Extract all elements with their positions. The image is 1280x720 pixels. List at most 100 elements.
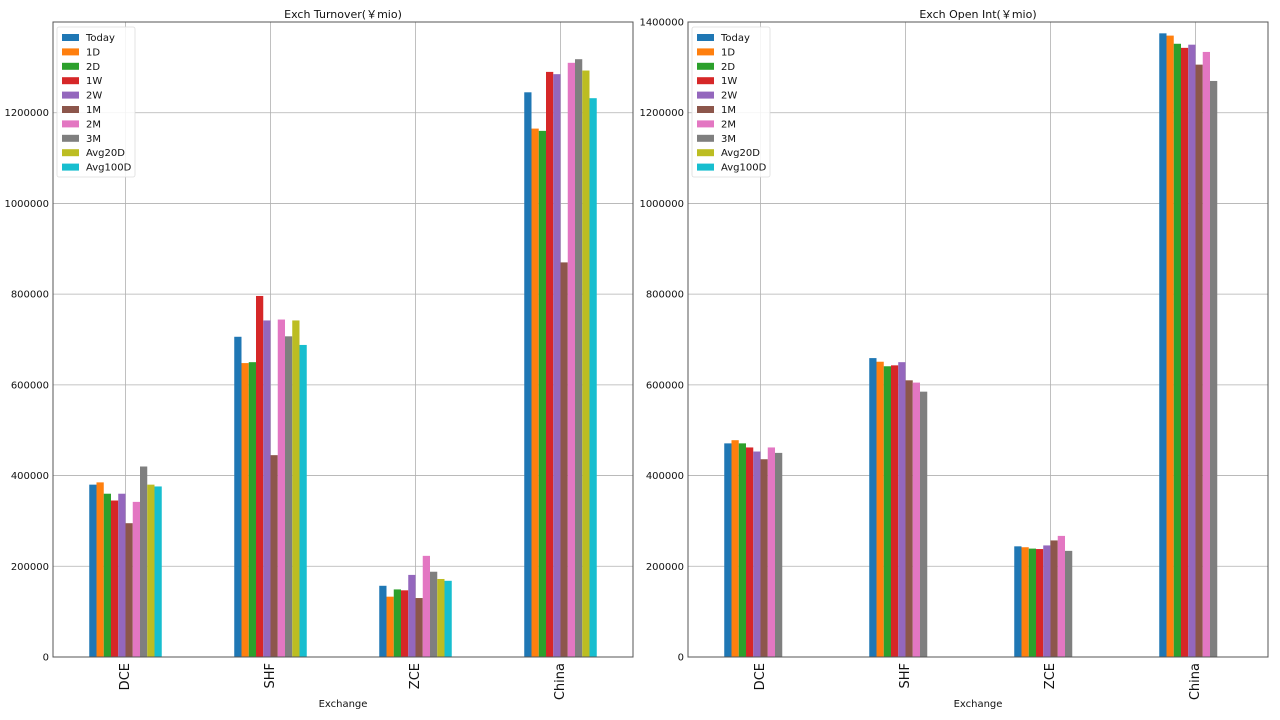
bar-2d-shf [248,362,256,657]
legend-swatch [697,34,714,41]
y-tick-label: 800000 [646,290,684,301]
chart-panel-1: 0 200000 400000 600000 800000 1000000 1200000 D… [4,8,634,710]
bar-2d-dce [103,493,111,657]
bar-3m-zce [1065,550,1073,657]
bar-1m-dce [760,459,768,657]
bar-3m-dce [775,452,783,657]
bar-3m-china [1210,80,1218,657]
bar-2d-china [1173,43,1181,658]
legend-label: 3M [721,134,736,145]
plot-frame [687,21,1269,658]
bar-2w-zce [1043,545,1051,657]
y-tick-label: 600000 [11,380,49,391]
bar-1w-china [546,71,554,657]
bar-today-zce [1014,546,1022,657]
legend-swatch [697,134,714,142]
legend-label: Avg100D [86,163,132,174]
bar-1w-shf [256,295,264,657]
y-tick-label: 600000 [646,380,684,391]
chart-panel-2: 0 200000 400000 600000 800000 1000000 1200000 1… [639,8,1269,710]
bar-today-dce [89,484,97,657]
x-tick-label: China [1188,663,1203,700]
legend-swatch [697,91,714,99]
legend-swatch [62,77,79,85]
bar-1w-zce [1036,549,1044,657]
y-tick-label: 1400000 [639,18,684,29]
legend-swatch [697,48,714,56]
bar-2m-china [1202,51,1210,657]
bar-2d-china [538,130,546,657]
legend-swatch [697,120,714,128]
bar-1w-china [1181,47,1189,657]
bar-1d-dce [96,482,104,657]
bar-2w-china [553,74,561,658]
bar-2m-dce [132,501,140,657]
legend-label: 1W [721,76,737,87]
bar-3m-zce [430,571,438,657]
bar-2w-shf [263,320,271,657]
legend-swatch [62,91,79,99]
bar-avg20d-zce [437,578,445,657]
bar-2d-zce [1028,548,1036,657]
bar-1m-china [1195,64,1203,657]
legend-swatch [697,77,714,85]
bar-1d-shf [876,361,884,657]
bar-1w-dce [111,500,119,657]
y-tick-label: 0 [43,653,49,664]
y-tick-label: 800000 [11,290,49,301]
bar-today-china [524,92,532,657]
y-tick-label: 0 [678,653,684,664]
legend-swatch [697,62,714,70]
legend-label: Avg20D [86,148,125,159]
legend-label: 2W [86,91,102,102]
legend-label: 1D [86,47,100,58]
legend-label: Avg20D [721,148,760,159]
legend-label: 1W [86,76,102,87]
bar-1m-shf [905,380,913,657]
bar-3m-china [575,59,583,657]
bar-1d-zce [1021,547,1029,657]
bar-2m-shf [277,319,285,657]
legend-swatch [697,106,714,113]
bar-avg100d-dce [154,486,162,657]
bar-2w-dce [118,493,126,657]
bar-avg100d-zce [444,580,452,657]
legend-swatch [62,149,79,157]
legend-label: 1D [721,47,735,58]
x-tick-label: SHF [898,663,913,689]
x-tick-label: SHF [263,663,278,689]
bar-today-shf [869,358,877,657]
bar-2m-dce [767,447,775,657]
legend-label: 1M [721,105,736,116]
bar-1d-dce [731,440,739,657]
bar-today-zce [379,585,387,657]
legend-label: Avg100D [721,163,767,174]
y-tick-label: 1000000 [639,199,684,210]
bar-1m-zce [1050,540,1058,657]
x-axis-label: Exchange [319,699,368,710]
bar-2m-shf [912,382,920,657]
bar-1d-shf [241,363,249,657]
legend-swatch [62,106,79,113]
bar-avg100d-china [589,98,597,657]
bar-avg100d-shf [299,344,307,657]
bar-3m-shf [285,336,293,657]
bar-2w-shf [898,362,906,657]
legend-label: 2D [86,62,100,73]
bar-today-shf [234,336,242,657]
y-tick-label: 400000 [646,471,684,482]
legend-swatch [697,163,714,171]
bar-2m-zce [422,555,430,657]
legend-swatch [62,134,79,142]
bar-1w-shf [891,365,899,657]
y-tick-label: 1200000 [639,108,684,119]
x-axis-label: Exchange [954,699,1003,710]
bar-1m-dce [125,523,133,657]
bar-2w-china [1188,44,1196,657]
bar-1w-zce [401,590,409,657]
x-tick-label: DCE [753,663,768,690]
legend-swatch [62,62,79,70]
bar-2m-zce [1057,535,1065,657]
bar-avg20d-dce [147,484,155,657]
